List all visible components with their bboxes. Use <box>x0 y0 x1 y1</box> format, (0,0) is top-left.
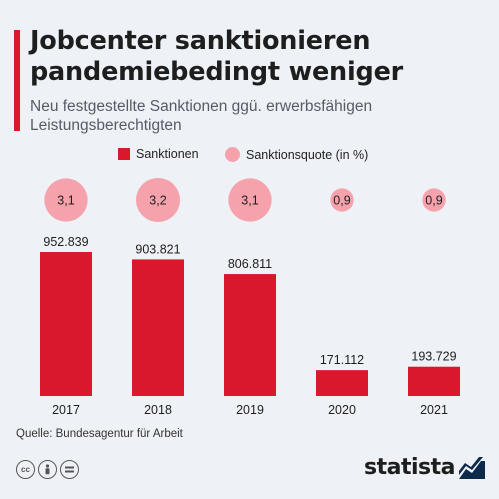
license-icons: cc <box>16 460 79 479</box>
bubble <box>422 188 446 212</box>
statista-logo: statista <box>364 455 485 480</box>
chart-subtitle: Neu festgestellte Sanktionen ggü. erwerb… <box>30 97 490 135</box>
accent-bar <box>14 30 20 131</box>
bubble-value-label: 0,9 <box>425 194 442 208</box>
bubble-value-label: 3,1 <box>241 194 258 208</box>
bar-value-label: 903.821 <box>135 242 180 256</box>
legend-item-bubbles: Sanktionsquote (in %) <box>225 147 368 162</box>
chart-title: Jobcenter sanktionieren pandemiebedingt … <box>30 26 490 88</box>
bar-value-label: 171.112 <box>320 353 364 367</box>
statista-mark-icon <box>459 456 485 479</box>
bubble-value-label: 3,2 <box>149 194 166 208</box>
bubble <box>228 178 272 222</box>
x-tick-label: 2021 <box>420 403 448 417</box>
equals-icon <box>60 460 79 479</box>
bubble <box>44 178 88 222</box>
bar-value-label: 193.729 <box>411 350 456 364</box>
bubble <box>330 188 354 212</box>
bubble-value-label: 3,1 <box>57 194 74 208</box>
subtitle-line-2: Leistungsberechtigten <box>30 117 182 134</box>
bar-value-label: 952.839 <box>43 235 88 249</box>
bubble-value-label: 0,9 <box>333 194 350 208</box>
x-tick-label: 2018 <box>144 403 172 417</box>
bar <box>40 252 92 396</box>
legend-item-bars: Sanktionen <box>118 147 199 161</box>
bar <box>316 370 368 396</box>
bar <box>224 274 276 396</box>
bar-value-label: 806.811 <box>228 257 272 271</box>
legend: Sanktionen Sanktionsquote (in %) <box>0 147 499 167</box>
source-note: Quelle: Bundesagentur für Arbeit <box>16 428 183 440</box>
x-tick-label: 2019 <box>236 403 264 417</box>
title-line-2: pandemiebedingt weniger <box>30 57 404 87</box>
cc-icon: cc <box>16 460 35 479</box>
legend-label-bubbles: Sanktionsquote (in %) <box>246 147 369 162</box>
bar <box>408 366 460 396</box>
person-icon <box>38 460 57 479</box>
legend-label-bars: Sanktionen <box>136 147 199 161</box>
logo-text: statista <box>364 455 455 480</box>
title-line-1: Jobcenter sanktionieren <box>30 26 371 56</box>
x-tick-label: 2020 <box>328 403 356 417</box>
legend-dot-swatch <box>225 147 240 162</box>
legend-square-swatch <box>118 148 130 160</box>
bar <box>132 259 184 396</box>
x-tick-label: 2017 <box>52 403 80 417</box>
subtitle-line-1: Neu festgestellte Sanktionen ggü. erwerb… <box>30 98 373 115</box>
bubble <box>136 178 180 222</box>
